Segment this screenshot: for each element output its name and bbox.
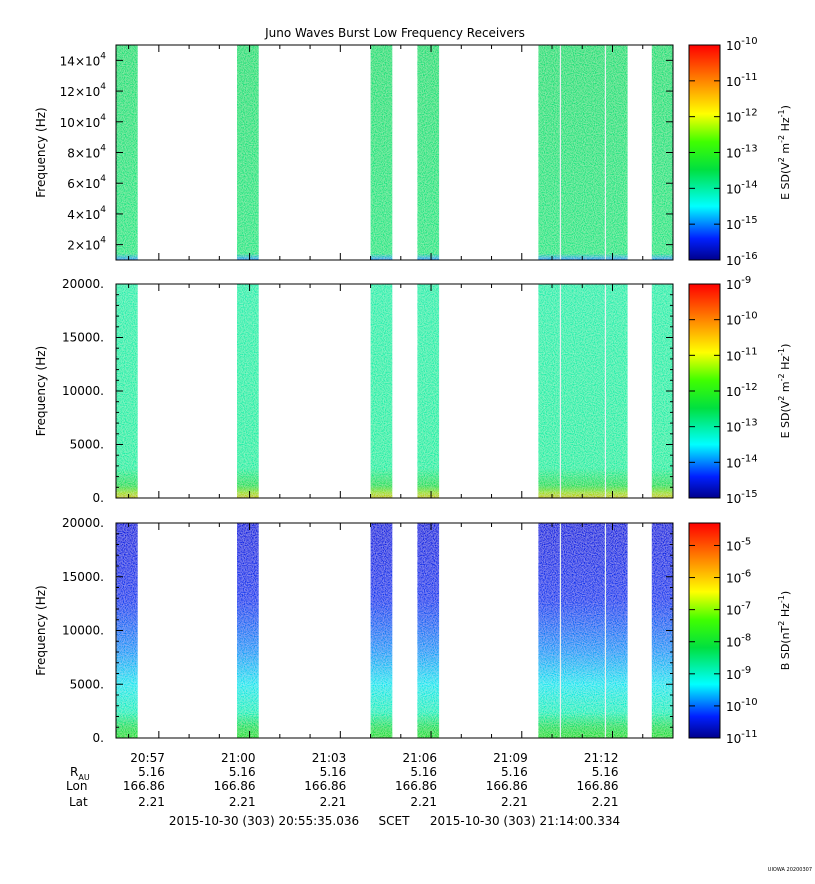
footer-frame: SCET	[379, 814, 411, 828]
ephemeris-value: 166.86	[304, 779, 346, 793]
ephemeris-value: 5.16	[501, 765, 528, 779]
colorbar-tick-label: 10-11	[726, 729, 758, 746]
colorbar-tick-label: 10-10	[726, 311, 758, 328]
data-band-top-1	[116, 45, 138, 260]
data-band-top-6	[651, 45, 673, 260]
y-tick-label: 20000.	[62, 516, 104, 530]
y-axis-label: Frequency (Hz)	[34, 585, 48, 676]
y-axis-label: Frequency (Hz)	[34, 346, 48, 437]
spectrogram-panel-bottom: 0. 5000. 10000. 15000. 20000. Frequency (Hz) 1…	[34, 516, 792, 746]
x-tick-label: 21:09	[493, 751, 528, 765]
x-tick-label: 21:03	[312, 751, 347, 765]
data-band-top-5	[538, 45, 628, 260]
y-tick-label: 6×104	[67, 174, 106, 191]
ephemeris-value: 166.86	[577, 779, 619, 793]
x-tick-label: 20:57	[130, 751, 165, 765]
ephemeris-value: 2.21	[320, 795, 347, 809]
data-band-top-2	[237, 45, 259, 260]
y-tick-label: 10000.	[62, 384, 104, 398]
y-tick-label: 5000.	[70, 438, 104, 452]
colorbar-label: E SD(V2 m-2 Hz-1)	[777, 105, 792, 200]
footer-credit: UIOWA 20200307	[768, 867, 812, 873]
y-tick-label: 0.	[93, 731, 104, 745]
colorbar-tick-label: 10-11	[726, 346, 758, 363]
data-band-middle-3	[370, 284, 393, 498]
data-band-bottom-3	[370, 523, 393, 738]
spectrogram-panel-top: 2×104 4×104 6×104 8×104 10×104 12×104 14×104 Fr…	[34, 36, 792, 268]
colorbar-tick-label: 10-6	[726, 569, 751, 586]
y-tick-label: 20000.	[62, 277, 104, 291]
ephemeris-value: 5.16	[320, 765, 347, 779]
colorbar-label: E SD(V2 m-2 Hz-1)	[777, 344, 792, 439]
data-band-bottom-5	[538, 523, 628, 738]
colorbar-tick-label: 10-7	[726, 601, 751, 618]
y-tick-label: 0.	[93, 491, 104, 505]
colorbar-label: B SD(nT2 Hz-1)	[777, 591, 792, 670]
ephemeris-value: 5.16	[410, 765, 437, 779]
colorbar-tick-label: 10-14	[726, 453, 758, 470]
data-band-middle-5	[538, 284, 628, 498]
colorbar-tick-label: 10-5	[726, 536, 751, 553]
y-tick-label: 2×104	[67, 236, 106, 253]
ephemeris-value: 2.21	[138, 795, 165, 809]
y-tick-label: 14×104	[60, 51, 107, 68]
x-tick-label: 21:06	[402, 751, 437, 765]
data-band-bottom-4	[417, 523, 440, 738]
x-tick-label: 21:12	[584, 751, 619, 765]
colorbar-tick-label: 10-13	[726, 418, 758, 435]
y-tick-label: 5000.	[70, 677, 104, 691]
ephemeris-value: 2.21	[592, 795, 619, 809]
data-band-top-3	[370, 45, 393, 260]
ephemeris-value: 166.86	[214, 779, 256, 793]
colorbar-tick-label: 10-9	[726, 275, 751, 292]
spectrogram-panel-middle: 0. 5000. 10000. 15000. 20000. Frequency (Hz) 1…	[34, 275, 792, 506]
colorbar-tick-label: 10-15	[726, 215, 758, 232]
y-axis-label: Frequency (Hz)	[34, 107, 48, 198]
data-band-top-4	[417, 45, 440, 260]
x-tick-label: 21:00	[221, 751, 256, 765]
y-tick-label: 15000.	[62, 570, 104, 584]
colorbar-tick-label: 10-10	[726, 697, 758, 714]
y-tick-label: 4×104	[67, 205, 106, 222]
ephemeris-row-label: Lat	[69, 795, 88, 809]
ephemeris-value: 166.86	[123, 779, 165, 793]
data-band-middle-4	[417, 284, 440, 498]
colorbar-tick-label: 10-11	[726, 72, 758, 89]
colorbar-tick-label: 10-13	[726, 144, 758, 161]
colorbar-bottom	[688, 522, 721, 739]
data-band-middle-2	[237, 284, 259, 498]
ephemeris-value: 5.16	[592, 765, 619, 779]
colorbar-tick-label: 10-8	[726, 633, 751, 650]
y-tick-label: 15000.	[62, 331, 104, 345]
ephemeris-row-label: Lon	[66, 779, 87, 793]
ephemeris-value: 166.86	[395, 779, 437, 793]
colorbar-tick-label: 10-16	[726, 251, 758, 268]
figure-title: Juno Waves Burst Low Frequency Receivers	[264, 26, 525, 40]
ephemeris-value: 2.21	[501, 795, 528, 809]
data-band-bottom-2	[237, 523, 259, 738]
ephemeris-value: 2.21	[229, 795, 256, 809]
footer-end-time: 2015-10-30 (303) 21:14:00.334	[430, 814, 620, 828]
ephemeris-value: 2.21	[410, 795, 437, 809]
colorbar-tick-label: 10-15	[726, 489, 758, 506]
colorbar-tick-label: 10-12	[726, 382, 758, 399]
colorbar-tick-label: 10-14	[726, 179, 758, 196]
ephemeris-row-label: RAU	[70, 765, 90, 782]
ephemeris-value: 166.86	[486, 779, 528, 793]
y-tick-label: 8×104	[67, 144, 106, 161]
y-tick-label: 10000.	[62, 624, 104, 638]
colorbar-tick-label: 10-10	[726, 36, 758, 53]
y-tick-label: 12×104	[60, 82, 107, 99]
ephemeris-value: 5.16	[138, 765, 165, 779]
ephemeris-value: 5.16	[229, 765, 256, 779]
y-tick-label: 10×104	[60, 113, 107, 130]
colorbar-tick-label: 10-9	[726, 665, 751, 682]
footer-start-time: 2015-10-30 (303) 20:55:35.036	[169, 814, 359, 828]
colorbar-tick-label: 10-12	[726, 108, 758, 125]
